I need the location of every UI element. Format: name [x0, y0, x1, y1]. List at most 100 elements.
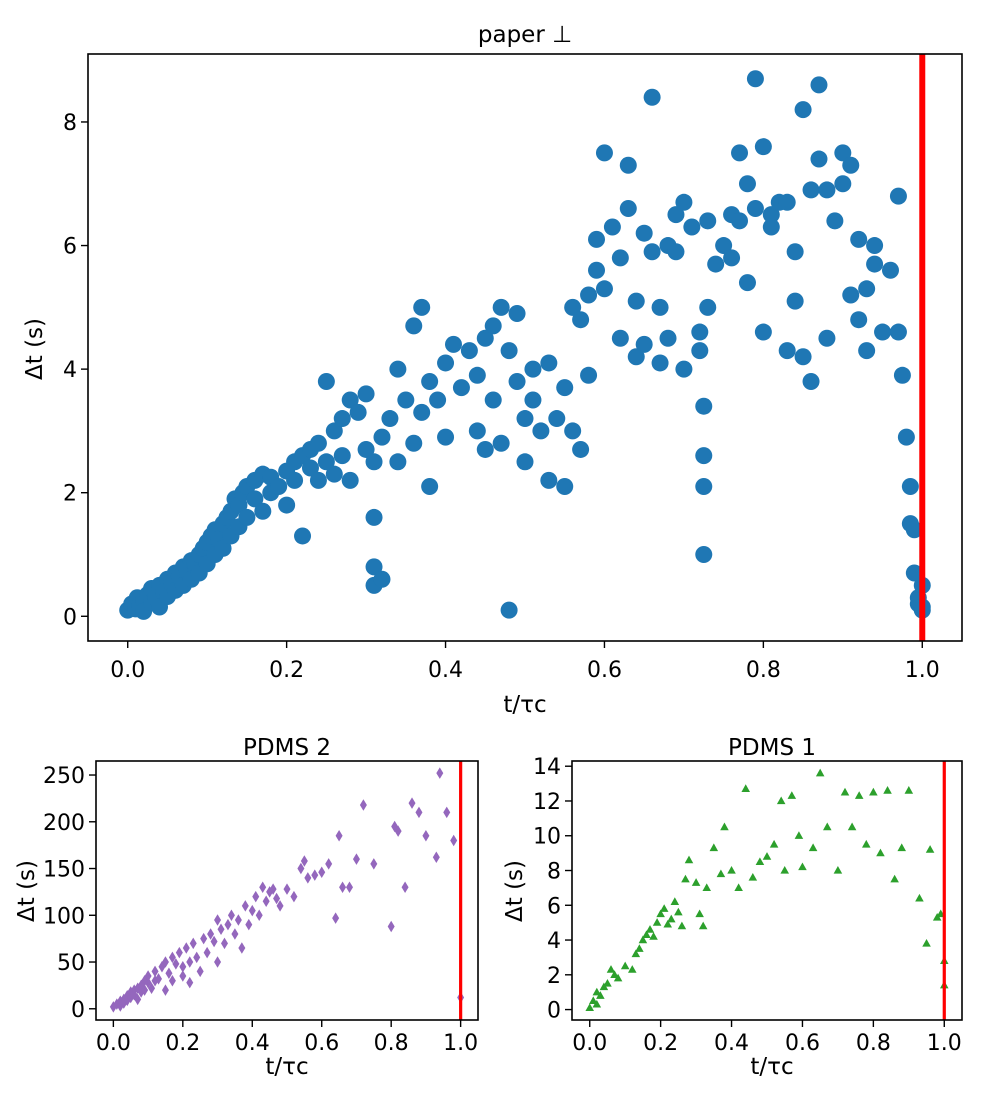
data-point	[691, 878, 701, 886]
data-point	[674, 907, 683, 916]
y-tick-label: 14	[533, 755, 561, 780]
data-point	[588, 261, 606, 279]
data-point	[217, 923, 225, 936]
data-point	[695, 478, 713, 496]
data-point	[802, 372, 820, 390]
data-point	[492, 434, 510, 452]
data-point	[246, 490, 264, 508]
data-point	[304, 872, 312, 884]
data-point	[731, 212, 749, 230]
data-point	[269, 883, 277, 895]
data-point	[294, 527, 312, 545]
data-point	[234, 914, 242, 926]
data-point	[175, 946, 183, 959]
data-point	[695, 447, 713, 465]
data-point	[381, 410, 399, 428]
data-point	[161, 984, 169, 996]
data-point	[317, 453, 335, 471]
y-tick-label: 4	[63, 358, 77, 383]
data-point	[649, 932, 658, 940]
data-point	[179, 960, 187, 973]
y-tick-label: 6	[547, 894, 561, 919]
y-tick-label: 0	[63, 605, 77, 630]
data-point	[619, 156, 637, 174]
data-point	[695, 909, 704, 918]
data-point	[452, 379, 470, 397]
data-point	[238, 508, 256, 526]
x-tick-label: 0.8	[856, 1031, 891, 1056]
data-point	[755, 857, 765, 865]
data-point	[300, 855, 308, 867]
data-point	[635, 944, 644, 952]
x-tick-label: 0.0	[572, 1031, 607, 1056]
x-axis-label: t/τc	[503, 692, 546, 718]
data-point	[847, 822, 857, 831]
data-point	[259, 881, 267, 893]
data-point	[592, 999, 602, 1008]
data-point	[858, 342, 876, 360]
x-tick-label: 0.6	[785, 1031, 820, 1056]
data-point	[203, 946, 211, 959]
data-point	[684, 855, 694, 864]
data-point	[810, 150, 828, 168]
data-point	[432, 851, 440, 864]
data-point	[897, 428, 915, 446]
data-point	[516, 410, 534, 428]
data-point	[786, 292, 804, 310]
data-point	[786, 243, 804, 261]
data-point	[794, 348, 812, 366]
data-point	[476, 329, 494, 347]
data-point	[276, 900, 284, 912]
data-point	[290, 890, 298, 903]
data-point	[794, 831, 804, 839]
data-point	[532, 422, 550, 440]
y-tick-label: 150	[43, 858, 85, 883]
data-point	[387, 920, 395, 933]
data-point	[311, 869, 319, 881]
data-point	[897, 843, 907, 852]
data-point	[876, 848, 885, 857]
data-point	[588, 230, 606, 248]
chart-title: PDMS 2	[243, 735, 331, 761]
data-points	[585, 768, 949, 1011]
y-tick-label: 12	[533, 790, 561, 815]
data-point	[780, 866, 790, 874]
x-tick-label: 1.0	[443, 1031, 478, 1056]
axes-frame	[87, 53, 963, 642]
data-point	[193, 951, 201, 964]
data-point	[339, 881, 347, 893]
data-point	[254, 502, 272, 520]
data-point	[861, 839, 871, 848]
data-point	[341, 391, 359, 409]
y-tick-label: 100	[43, 904, 85, 929]
data-point	[675, 360, 693, 378]
x-tick-label: 0.2	[269, 658, 304, 683]
data-point	[769, 839, 779, 848]
data-point	[699, 298, 717, 316]
data-point	[283, 883, 291, 895]
data-point	[168, 974, 176, 987]
data-point	[794, 101, 812, 119]
data-point	[500, 342, 518, 360]
data-point	[810, 76, 828, 94]
data-point	[214, 914, 222, 926]
data-point	[738, 175, 756, 193]
chart-title: PDMS 1	[728, 735, 816, 761]
data-point	[667, 206, 685, 224]
data-point	[754, 138, 772, 156]
data-point	[572, 311, 590, 329]
data-point	[516, 453, 534, 471]
x-axis-label: t/τc	[750, 1054, 793, 1080]
data-point	[645, 925, 655, 933]
data-point	[818, 181, 836, 199]
data-point	[278, 496, 296, 514]
x-tick-label: 0.0	[96, 1031, 131, 1056]
data-point	[476, 440, 494, 458]
data-point	[778, 342, 796, 360]
data-point	[297, 862, 305, 875]
data-point	[890, 874, 899, 883]
panel-pdms-2: PDMS 2 t/τc Δt (s) 0.0 0.2 0.4 0.6 0.8 1.0 0 50…	[14, 735, 479, 1080]
data-point	[196, 965, 204, 978]
